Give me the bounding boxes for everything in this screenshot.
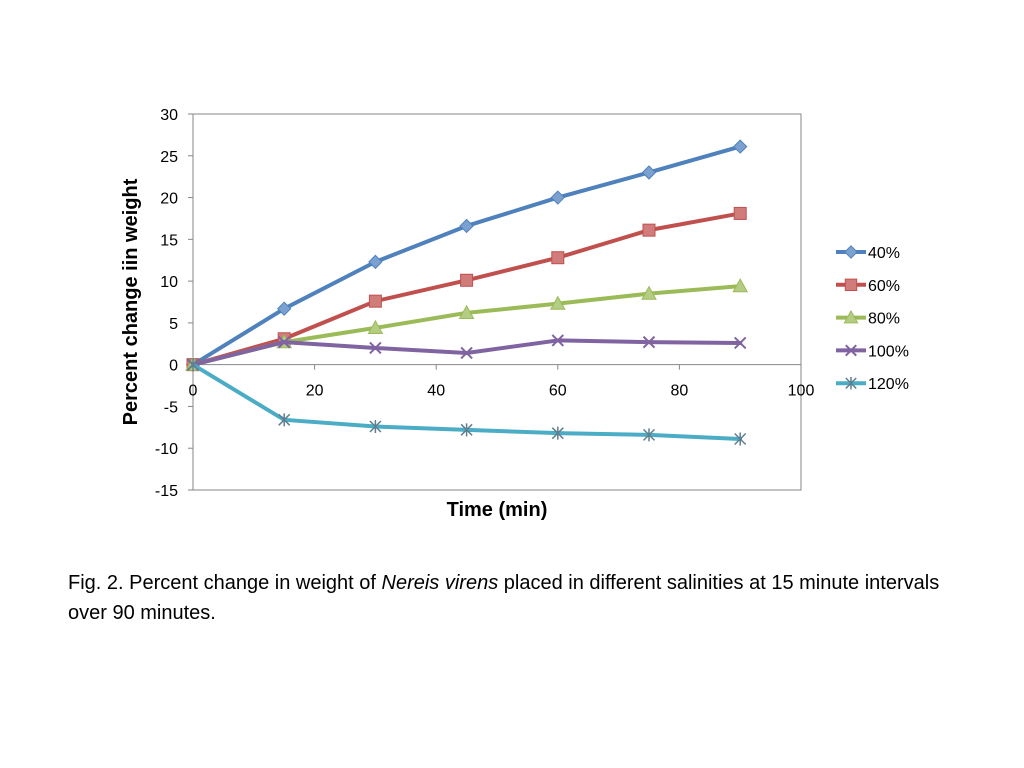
y-tick-label: 20 — [160, 191, 178, 208]
series-layer — [185, 139, 749, 446]
data-point — [550, 190, 566, 205]
data-point — [460, 423, 473, 437]
data-point — [368, 254, 383, 270]
y-tick-label: 0 — [169, 358, 178, 375]
legend-marker — [844, 245, 858, 259]
data-point — [642, 223, 656, 237]
data-point — [549, 295, 566, 310]
legend: 40% 60% 80% 100% 120% — [836, 245, 909, 393]
data-point — [733, 206, 747, 220]
series-100pct — [186, 334, 747, 371]
x-axis-title: Time (min) — [447, 499, 548, 521]
data-point — [460, 346, 473, 360]
data-point — [278, 413, 291, 427]
caption-suffix: placed in different salinities at 15 min… — [68, 572, 940, 624]
data-point — [277, 335, 291, 349]
y-tick-label: 30 — [160, 107, 178, 124]
x-tick-label: 0 — [189, 383, 198, 400]
data-point — [369, 419, 382, 433]
series-80pct — [185, 278, 749, 371]
data-point — [641, 285, 657, 300]
data-point — [458, 304, 475, 319]
legend-label: 60% — [868, 278, 900, 295]
legend-label: 80% — [868, 311, 900, 328]
caption-species: Nereis virens — [381, 572, 499, 594]
series-120pct — [186, 358, 747, 446]
x-tick-label: 80 — [671, 383, 689, 400]
data-point — [551, 251, 565, 265]
data-point — [642, 428, 656, 442]
y-tick-label: 25 — [160, 149, 178, 166]
data-point — [459, 218, 474, 234]
x-tick-label: 100 — [788, 383, 815, 400]
caption-prefix: Fig. 2. Percent change in weight of — [68, 572, 382, 594]
y-tick-label: 5 — [169, 316, 178, 333]
data-point — [551, 334, 565, 347]
series-40pct — [185, 139, 748, 372]
data-point — [641, 165, 657, 180]
y-tick-label: 15 — [160, 232, 178, 249]
data-point — [276, 301, 292, 316]
data-point — [732, 139, 748, 154]
series-line — [191, 144, 743, 367]
x-tick-label: 40 — [427, 383, 445, 400]
figure-caption: Fig. 2. Percent change in weight of Nere… — [68, 568, 968, 628]
legend-marker — [845, 376, 857, 390]
y-axis-title: Percent change iin weight — [120, 178, 142, 425]
legend-marker — [844, 278, 858, 292]
data-point — [369, 341, 382, 355]
data-point — [460, 273, 474, 287]
data-point — [732, 278, 749, 293]
legend-marker — [845, 344, 857, 357]
legend-item: 60% — [836, 278, 900, 295]
data-point — [551, 426, 564, 440]
y-tick-label: 10 — [160, 274, 178, 291]
legend-label: 100% — [868, 343, 909, 360]
data-point — [186, 358, 200, 372]
data-point — [734, 432, 747, 446]
data-point — [733, 336, 747, 350]
legend-item: 120% — [836, 376, 909, 393]
legend-marker — [843, 309, 859, 324]
x-tick-label: 20 — [306, 383, 324, 400]
y-tick-label: -15 — [155, 483, 178, 500]
axes: 30 25 20 15 10 5 0 -5 -10 -15 0 20 40 60 80 100 — [155, 107, 815, 500]
y-tick-label: -10 — [155, 441, 178, 458]
legend-item: 40% — [836, 245, 900, 262]
data-point — [642, 335, 656, 349]
x-tick-label: 60 — [549, 383, 567, 400]
data-point — [368, 294, 382, 308]
legend-label: 40% — [868, 245, 900, 262]
y-tick-label: -5 — [164, 399, 178, 416]
data-point — [367, 319, 384, 335]
legend-item: 100% — [836, 343, 909, 360]
legend-item: 80% — [836, 309, 900, 328]
legend-label: 120% — [868, 376, 909, 393]
